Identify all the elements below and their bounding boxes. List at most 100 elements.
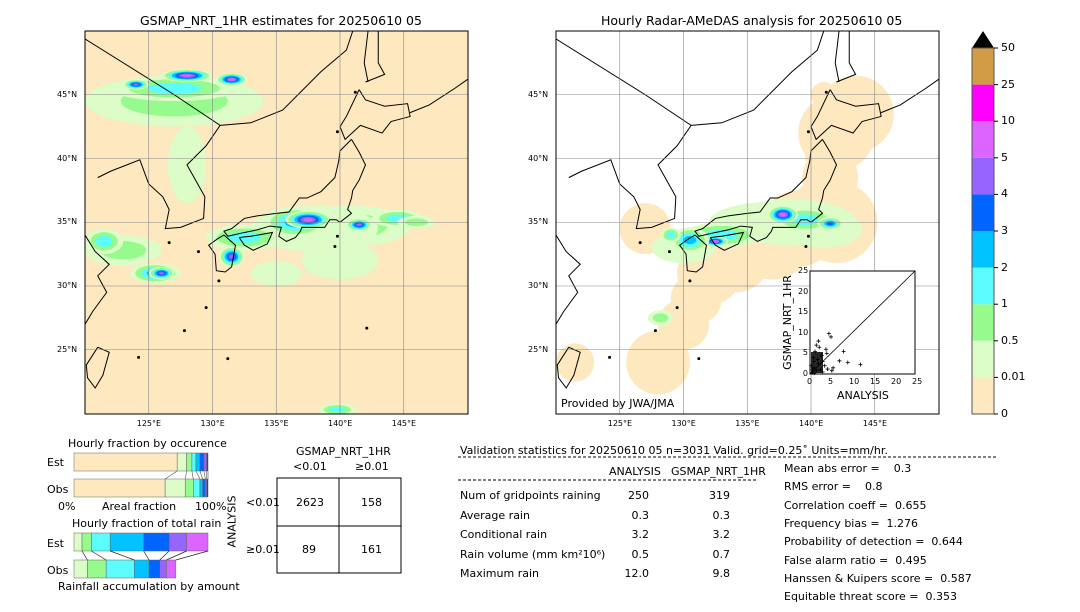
colorbar-label: 50 — [1001, 41, 1015, 54]
occurrence-est-segment — [191, 452, 197, 472]
island — [365, 326, 369, 330]
occurrence-title: Hourly fraction by occurence — [68, 437, 227, 450]
island — [806, 234, 810, 238]
rain-area — [228, 78, 235, 81]
colorbar-label: 10 — [1001, 114, 1015, 128]
score-line: Probability of detection = 0.644 — [784, 535, 963, 549]
occurrence-est-segment — [195, 452, 201, 472]
island — [667, 250, 671, 254]
scatter-point — [822, 363, 827, 368]
rain-area — [329, 406, 346, 413]
connector — [143, 550, 150, 561]
stat-label: Maximum rain — [460, 567, 539, 580]
rain-area — [779, 212, 787, 217]
stat-analysis-value: 12.0 — [624, 567, 650, 580]
total-rain-title: Hourly fraction of total rain — [72, 517, 222, 530]
occurrence-est-segment — [203, 452, 207, 472]
score-line: Correlation coeff = 0.655 — [784, 498, 927, 512]
coastline — [238, 231, 274, 251]
total-rain-obs-segment — [134, 559, 150, 579]
coastline — [556, 346, 581, 389]
stats-header: Validation statistics for 20250610 05 n=… — [460, 444, 888, 457]
rain-area — [826, 221, 834, 226]
stat-gsmap-value: 0.7 — [712, 547, 731, 561]
colorbar-label: 25 — [1001, 77, 1015, 91]
total-rain-obs-segment — [159, 559, 167, 579]
colorbar-segment — [972, 157, 994, 195]
colorbar-segment — [972, 194, 994, 231]
connector — [110, 550, 135, 561]
scatter-y-tick: 5 — [802, 348, 808, 358]
stat-analysis-value: 250 — [628, 489, 649, 502]
coastline — [694, 139, 838, 242]
lat-tick-label: 35°N — [528, 217, 549, 227]
stat-analysis-value: 0.3 — [631, 508, 650, 522]
tr-est-label: Est — [47, 537, 64, 550]
colorbar-extend-arrow — [972, 31, 994, 48]
colorbar-segment — [972, 340, 994, 378]
island — [675, 306, 679, 310]
coastline — [880, 79, 939, 114]
stat-label: Rain volume (mm km²10⁶) — [460, 547, 606, 561]
lat-tick-label: 25°N — [57, 344, 78, 354]
occurrence-obs-segment — [199, 478, 203, 498]
colorbar-segment — [972, 48, 994, 85]
stat-gsmap-value: 319 — [709, 489, 730, 502]
rain-area — [666, 231, 676, 239]
scatter-x-tick: 25 — [912, 377, 923, 386]
island — [335, 130, 339, 134]
connector — [195, 470, 201, 480]
island — [824, 90, 828, 94]
occurrence-obs-segment — [206, 478, 209, 498]
colorbar-label: 0.5 — [1001, 333, 1019, 347]
colorbar-label: 4 — [1001, 187, 1008, 201]
colorbar-label: 3 — [1001, 224, 1008, 237]
scatter-x-tick: 20 — [891, 377, 902, 386]
coastline — [678, 234, 707, 273]
colorbar-segment — [972, 84, 994, 122]
scatter-y-tick: 20 — [798, 286, 809, 296]
connector — [81, 550, 88, 561]
coastline — [834, 31, 840, 83]
island — [335, 234, 339, 238]
lat-tick-label: 25°N — [528, 344, 549, 354]
scatter-point — [817, 345, 822, 350]
score-line: Mean abs error = 0.3 — [784, 462, 912, 475]
stat-analysis-value: 0.5 — [631, 547, 650, 561]
lon-tick-label: 140°E — [799, 419, 824, 428]
cell-1-1: 161 — [361, 543, 382, 556]
total-rain-est-segment — [143, 532, 170, 552]
lon-tick-label: 125°E — [607, 419, 633, 428]
contingency-title: GSMAP_NRT_1HR — [296, 445, 391, 458]
occ-xlabel: Areal fraction — [102, 500, 177, 513]
scatter-xlabel: ANALYSIS — [837, 389, 889, 402]
stat-gsmap-value: 0.3 — [712, 508, 731, 522]
island — [217, 279, 221, 283]
total-rain-est-segment — [109, 532, 144, 552]
lat-tick-label: 45°N — [57, 89, 78, 99]
scatter-point — [831, 365, 836, 370]
connector — [166, 550, 187, 561]
connector — [203, 470, 206, 480]
colorbar-segment — [972, 304, 994, 341]
coastline — [836, 31, 857, 83]
island — [653, 329, 657, 333]
lat-tick-label: 40°N — [528, 153, 549, 163]
coastline — [220, 31, 354, 126]
scatter-y-tick: 0 — [802, 369, 808, 378]
colorbar-segment — [972, 231, 994, 268]
total-rain-obs-segment — [105, 559, 135, 579]
row-title: ANALYSIS — [225, 495, 239, 548]
scatter-point — [823, 347, 828, 352]
right-map — [555, 30, 940, 415]
island — [697, 357, 701, 361]
scatter-x-tick: 5 — [828, 377, 834, 386]
lat-tick-label: 35°N — [57, 217, 78, 227]
cell-0-1: 158 — [361, 496, 382, 509]
lon-tick-label: 140°E — [328, 419, 353, 428]
scatter-x-tick: 15 — [870, 377, 881, 386]
stat-analysis-value: 3.2 — [631, 528, 650, 541]
total-rain-obs-segment — [166, 559, 177, 579]
scatter-point — [858, 362, 863, 367]
stats-col-analysis: ANALYSIS — [609, 465, 661, 478]
